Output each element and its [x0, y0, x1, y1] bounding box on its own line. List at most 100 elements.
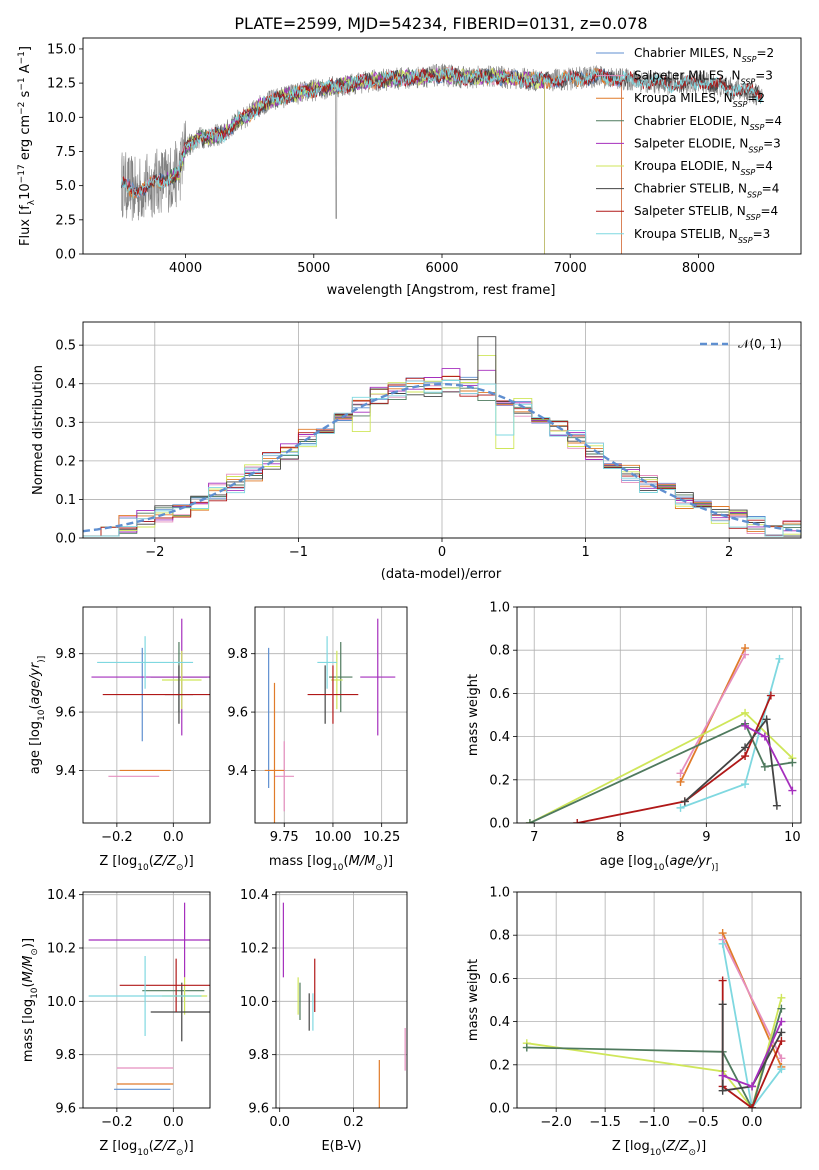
series-marker-salpeter_elodie [777, 1017, 786, 1026]
x-tick-label: −2 [145, 545, 164, 560]
y-tick-label: 0.3 [55, 416, 76, 431]
y-tick-label: 0.4 [489, 1015, 510, 1030]
series-marker-salpeter_stelib [741, 752, 750, 761]
y-tick-label: 0.0 [55, 532, 76, 547]
y-tick-label: 0.2 [489, 1058, 510, 1073]
y-tick-label: 0.5 [55, 339, 76, 354]
series-marker-chabrier_elodie [760, 762, 769, 771]
axes-frame [516, 606, 802, 824]
series-marker-kroupa_stelib [741, 780, 750, 789]
y-axis-label: mass [log10(M/M⊙)] [21, 938, 40, 1062]
x-tick-label: 7 [530, 830, 538, 845]
panel-residuals: −2 −1 0 1 2 0.0 0.1 0.2 0.3 0.4 0.5 𝒩(0, 1) (data-mo… [31, 321, 802, 582]
series-marker-chabrier_stelib [680, 797, 689, 806]
y-tick-label: 9.6 [55, 1102, 76, 1117]
series-marker-chabrier_stelib [777, 1028, 786, 1037]
y-tick-label: 2.5 [55, 213, 76, 228]
x-axis-label: wavelength [Angstrom, rest frame] [327, 283, 556, 298]
series-marker-chabrier_stelib [718, 1086, 727, 1095]
series-marker-kroupa_elodie [741, 708, 750, 717]
y-tick-label: 10.2 [240, 942, 269, 957]
y-tick-label: 12.5 [47, 77, 76, 92]
x-tick-label: 0.0 [163, 1115, 184, 1130]
x-tick-label: 0.0 [269, 1115, 290, 1130]
axes-frame [254, 606, 408, 824]
plot-area [121, 63, 763, 254]
series-marker-kroupa_elodie [777, 993, 786, 1002]
series-marker-salpeter_elodie [760, 732, 769, 741]
legend-label: Salpeter ELODIE, NSSP=3 [634, 136, 781, 154]
series-line-salpeter_miles [679, 654, 746, 774]
y-tick-label: 0.6 [489, 972, 510, 987]
x-tick-label: −0.5 [687, 1115, 719, 1130]
y-tick-label: 7.5 [55, 145, 76, 160]
axes-frame [516, 891, 802, 1109]
x-tick-label: 4000 [169, 261, 202, 276]
y-tick-label: 0.1 [55, 493, 76, 508]
x-axis-label: Z [log10(Z/Z⊙)] [99, 854, 193, 873]
series-line-chabrier_stelib [721, 1004, 783, 1092]
y-tick-label: 0.6 [489, 687, 510, 702]
y-tick-label: 9.8 [55, 1048, 76, 1063]
series-marker-chabrier_stelib [762, 715, 771, 724]
series-line-salpeter_miles [721, 939, 783, 1059]
x-tick-label: −0.2 [101, 1115, 133, 1130]
x-axis-label: (data-model)/error [381, 567, 502, 582]
series-marker-salpeter_miles [741, 650, 750, 659]
plot-area [91, 618, 210, 777]
axes-frame [275, 891, 408, 1109]
y-axis-label: Flux [fλ10−17 erg cm−2 s−1 A−1] [17, 46, 37, 246]
y-tick-label: 1.0 [489, 886, 510, 901]
figure-title: PLATE=2599, MJD=54234, FIBERID=0131, z=0… [234, 14, 647, 33]
series-line-chabrier_stelib [684, 716, 778, 806]
x-tick-label: −1.5 [589, 1115, 621, 1130]
x-tick-label: 10.00 [314, 830, 351, 845]
series-marker-kroupa_miles [676, 777, 685, 786]
y-tick-label: 0.8 [489, 644, 510, 659]
series-marker-chabrier_elodie [788, 758, 797, 767]
y-tick-label: 10.0 [47, 995, 76, 1010]
series-marker-kroupa_stelib [718, 939, 727, 948]
series-line-kroupa_stelib [721, 943, 783, 1108]
y-tick-label: 0.0 [489, 817, 510, 832]
plot-area [522, 929, 786, 1108]
series-marker-salpeter_elodie [748, 1082, 757, 1091]
series-marker-salpeter_elodie [788, 786, 797, 795]
y-tick-label: 10.0 [47, 111, 76, 126]
y-axis-label: Normed distribution [31, 365, 46, 495]
x-tick-label: 2 [725, 545, 733, 560]
x-tick-label: 8 [616, 830, 624, 845]
legend-label: Salpeter MILES, NSSP=3 [634, 69, 773, 87]
x-tick-label: −2.0 [540, 1115, 572, 1130]
series-marker-chabrier_elodie [777, 1004, 786, 1013]
x-axis-label: mass [log10(M/M⊙)] [269, 854, 393, 873]
panels: 4000 5000 6000 7000 80000.02.55.07.510.012.5… [17, 37, 802, 1158]
x-tick-label: 9.75 [270, 830, 299, 845]
axes-frame [82, 37, 802, 255]
x-tick-label: 0.2 [343, 1115, 364, 1130]
series-marker-salpeter_stelib [748, 1104, 757, 1108]
y-tick-label: 9.4 [55, 764, 76, 779]
model-spectrum-kroupa_stelib [121, 67, 763, 200]
plot-area [282, 902, 406, 1108]
y-tick-label: 0.0 [489, 1102, 510, 1117]
histogram-kroupa_stelib [83, 380, 801, 537]
axes-frame [82, 321, 802, 539]
x-tick-label: 0 [438, 545, 446, 560]
x-tick-label: −1.0 [638, 1115, 670, 1130]
series-marker-salpeter_stelib [718, 976, 727, 985]
y-tick-label: 15.0 [47, 42, 76, 57]
legend-label: Kroupa ELODIE, NSSP=4 [634, 159, 773, 177]
legend-label: Kroupa STELIB, NSSP=3 [634, 227, 770, 245]
x-tick-label: 8000 [682, 261, 715, 276]
series-marker-chabrier_elodie [522, 1043, 531, 1052]
y-tick-label: 9.6 [227, 706, 248, 721]
x-tick-label: 10.25 [363, 830, 400, 845]
x-tick-label: 0.0 [742, 1115, 763, 1130]
x-tick-label: 9 [702, 830, 710, 845]
series-marker-chabrier_stelib [741, 743, 750, 752]
axes-frame [82, 891, 211, 1109]
series-marker-chabrier_stelib [772, 801, 781, 810]
x-tick-label: 1 [581, 545, 589, 560]
